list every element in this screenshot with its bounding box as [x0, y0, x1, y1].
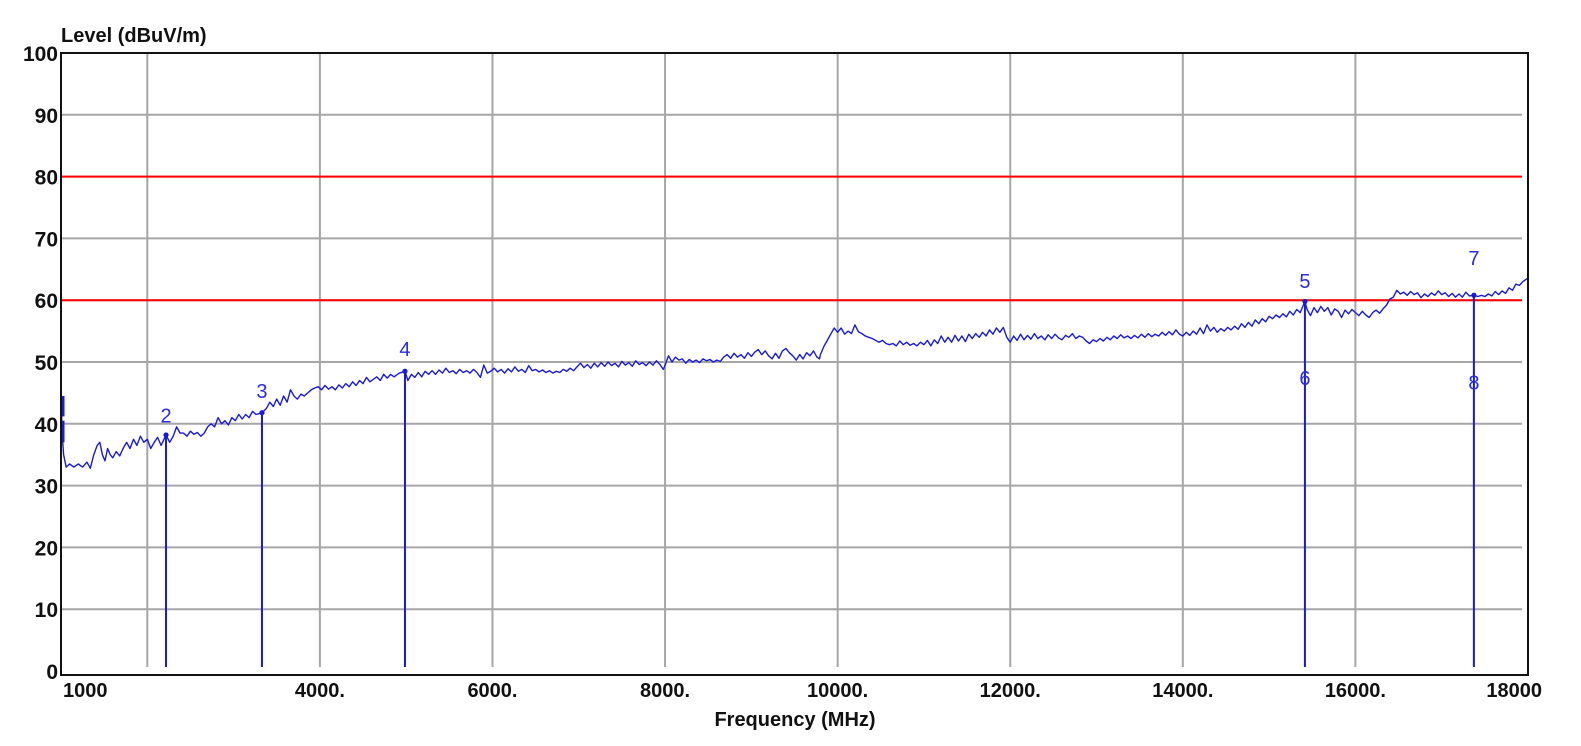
measurement-trace — [60, 277, 1529, 469]
y-tick-label: 90 — [35, 105, 58, 128]
y-axis-ticks: 0 10 20 30 40 50 60 70 80 90 100 — [23, 43, 58, 684]
marker-label: 4 — [399, 339, 410, 361]
x-axis-title: Frequency (MHz) — [714, 709, 875, 731]
x-tick-label: 4000. — [295, 680, 345, 702]
x-tick-label: 12000. — [980, 680, 1041, 702]
marker-label: 2 — [160, 406, 171, 428]
x-axis-ticks: 1000 4000. 6000. 8000. 10000. 12000. 14000. 160… — [63, 680, 1542, 702]
marker-label: 7 — [1468, 248, 1479, 270]
marker-lines — [61, 292, 1477, 667]
y-tick-label: 80 — [35, 167, 58, 190]
x-tick-label: 14000. — [1152, 680, 1213, 702]
y-tick-label: 0 — [46, 661, 58, 684]
y-tick-label: 70 — [35, 228, 58, 251]
marker-labels: 2 3 4 5 6 7 8 — [160, 248, 1479, 428]
y-axis-title: Level (dBuV/m) — [61, 25, 207, 47]
marker-label: 5 — [1299, 271, 1310, 293]
y-tick-label: 30 — [35, 476, 58, 499]
x-tick-label: 1000 — [63, 680, 108, 702]
x-tick-label: 16000. — [1325, 680, 1386, 702]
y-tick-label: 60 — [35, 290, 58, 313]
x-tick-label: 8000. — [640, 680, 690, 702]
x-tick-label: 18000 — [1486, 680, 1542, 702]
x-tick-label: 6000. — [467, 680, 517, 702]
grid-lines — [61, 53, 1522, 667]
marker-label: 3 — [256, 381, 267, 403]
marker-label: 6 — [1299, 368, 1310, 390]
y-tick-label: 40 — [35, 414, 58, 437]
y-tick-label: 20 — [35, 537, 58, 560]
plot-frame — [60, 52, 1529, 676]
x-tick-label: 10000. — [807, 680, 868, 702]
limit-lines — [61, 175, 1522, 302]
y-tick-label: 10 — [35, 599, 58, 622]
marker-label: 8 — [1468, 372, 1479, 394]
y-tick-label: 100 — [23, 43, 58, 66]
y-tick-label: 50 — [35, 352, 58, 375]
